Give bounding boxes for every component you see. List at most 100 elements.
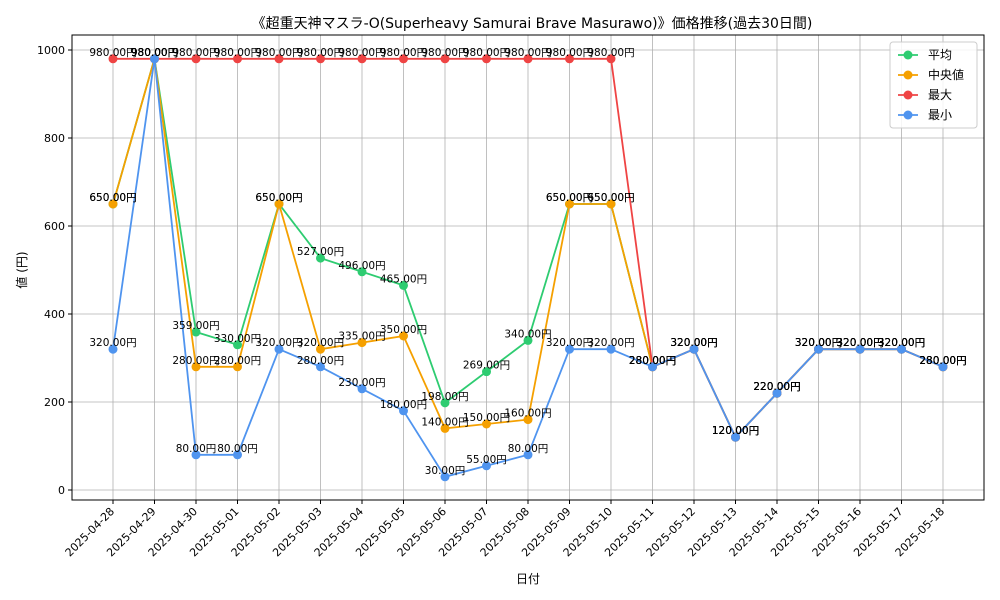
data-label: 280.00円	[919, 355, 966, 367]
data-label: 220.00円	[753, 381, 800, 393]
data-point	[399, 406, 408, 416]
data-point	[233, 54, 242, 64]
legend-marker	[903, 110, 913, 120]
y-tick-label: 0	[58, 484, 65, 497]
data-label: 980.00円	[338, 47, 385, 59]
data-point	[565, 54, 574, 64]
data-point	[606, 54, 616, 64]
data-label: 650.00円	[255, 192, 302, 204]
y-axis-label: 値 (円)	[14, 251, 29, 288]
data-point	[191, 54, 201, 64]
data-point	[274, 344, 284, 354]
data-point	[565, 199, 574, 209]
data-label: 55.00円	[466, 454, 507, 466]
data-point	[274, 199, 284, 209]
data-point	[606, 199, 616, 209]
legend-marker	[903, 50, 913, 60]
data-point	[316, 253, 325, 263]
data-point	[316, 362, 325, 372]
data-label: 180.00円	[380, 399, 427, 411]
data-label: 220.00円	[753, 381, 800, 393]
data-label: 140.00円	[421, 416, 468, 428]
data-label: 650.00円	[255, 192, 302, 204]
data-label: 30.00円	[425, 465, 466, 477]
data-point	[938, 362, 948, 372]
data-point	[357, 54, 367, 64]
legend-entry: 平均	[928, 48, 952, 62]
data-label: 120.00円	[712, 425, 759, 437]
data-label: 280.00円	[629, 355, 676, 367]
legend-marker	[903, 70, 913, 80]
data-label: 120.00円	[712, 425, 759, 437]
data-point	[191, 327, 201, 337]
data-label: 330.00円	[214, 333, 261, 345]
data-label: 320.00円	[795, 337, 842, 349]
data-point	[233, 362, 242, 372]
data-point	[316, 54, 325, 64]
data-point	[108, 199, 118, 209]
data-point	[191, 362, 201, 372]
legend-marker	[903, 90, 913, 100]
data-label: 198.00円	[421, 391, 468, 403]
data-label: 320.00円	[297, 337, 344, 349]
data-label: 320.00円	[670, 337, 717, 349]
data-label: 650.00円	[587, 192, 634, 204]
data-point	[274, 54, 284, 64]
data-point	[440, 472, 450, 482]
data-label: 350.00円	[380, 324, 427, 336]
data-label: 980.00円	[587, 47, 634, 59]
chart-title: 《超重天神マスラ-O(Superheavy Samurai Brave Masu…	[252, 16, 813, 32]
legend-entry: 最大	[928, 88, 952, 102]
data-label: 980.00円	[504, 47, 551, 59]
data-label: 160.00円	[504, 408, 551, 420]
legend-box	[889, 41, 978, 129]
data-label: 120.00円	[712, 425, 759, 437]
data-label: 280.00円	[919, 355, 966, 367]
data-point	[523, 450, 533, 460]
data-label: 980.00円	[380, 47, 427, 59]
data-label: 980.00円	[297, 47, 344, 59]
data-label: 320.00円	[670, 337, 717, 349]
y-tick-label: 600	[44, 220, 65, 233]
data-label: 80.00円	[508, 443, 549, 455]
data-label: 280.00円	[214, 355, 261, 367]
data-label: 980.00円	[255, 47, 302, 59]
data-label: 80.00円	[217, 443, 258, 455]
data-point	[357, 267, 367, 277]
data-point	[606, 344, 616, 354]
data-point	[897, 344, 906, 354]
data-point	[440, 398, 450, 408]
data-label: 320.00円	[836, 337, 883, 349]
data-point	[482, 419, 491, 429]
data-label: 320.00円	[836, 337, 883, 349]
data-point	[689, 344, 699, 354]
y-tick-label: 200	[44, 396, 65, 409]
data-label: 150.00円	[463, 412, 510, 424]
data-label: 269.00円	[463, 360, 510, 372]
data-point	[523, 415, 533, 425]
data-point	[482, 54, 491, 64]
data-label: 320.00円	[670, 337, 717, 349]
data-point	[523, 335, 533, 345]
data-point	[731, 432, 740, 442]
data-point	[399, 331, 408, 341]
series-group	[108, 54, 948, 482]
data-point	[855, 344, 865, 354]
data-label: 230.00円	[338, 377, 385, 389]
data-label: 465.00円	[380, 273, 427, 285]
data-point	[191, 450, 201, 460]
data-point	[648, 362, 657, 372]
data-point	[233, 450, 242, 460]
data-label: 120.00円	[712, 425, 759, 437]
x-axis-label: 日付	[516, 572, 540, 586]
data-label: 980.00円	[131, 47, 178, 59]
grid-lines	[72, 35, 984, 500]
y-tick-label: 800	[44, 132, 65, 145]
data-label: 650.00円	[89, 192, 136, 204]
data-label: 320.00円	[795, 337, 842, 349]
data-label: 280.00円	[629, 355, 676, 367]
data-label: 335.00円	[338, 331, 385, 343]
data-point	[233, 340, 242, 350]
data-point	[399, 54, 408, 64]
